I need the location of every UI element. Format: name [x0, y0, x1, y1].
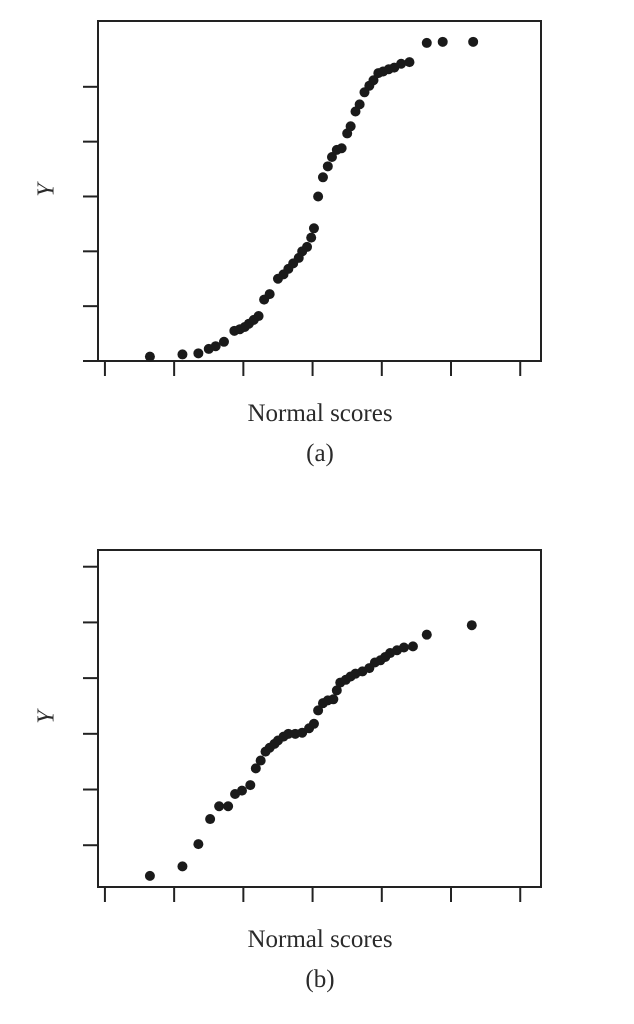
data-point-b-24	[328, 694, 339, 705]
data-point-b-37	[398, 642, 409, 653]
y-ticks-a	[83, 85, 98, 362]
data-point-a-5	[218, 336, 229, 347]
data-point-a-21	[306, 232, 317, 243]
scatter-points-b	[144, 620, 477, 881]
data-point-a-42	[421, 37, 432, 48]
data-point-a-43	[437, 36, 448, 47]
x-ticks-b	[103, 887, 522, 902]
data-point-a-35	[368, 75, 379, 86]
panel-label-b: (b)	[305, 966, 334, 993]
data-point-b-10	[255, 755, 266, 766]
data-point-b-20	[308, 718, 319, 729]
data-point-b-7	[236, 785, 247, 796]
data-point-b-21	[313, 705, 324, 716]
data-point-b-38	[407, 641, 418, 652]
data-point-a-4	[210, 341, 221, 352]
data-point-a-30	[345, 121, 356, 132]
data-point-a-28	[336, 143, 347, 154]
x-axis-label-b: Normal scores	[247, 926, 392, 953]
data-point-a-0	[144, 351, 155, 362]
data-point-a-20	[302, 241, 313, 252]
data-point-b-16	[283, 728, 294, 739]
data-point-a-11	[253, 311, 264, 322]
data-point-a-32	[354, 99, 365, 110]
data-point-a-1	[177, 349, 188, 360]
y-ticks-b	[83, 565, 98, 847]
data-point-a-22	[308, 223, 319, 234]
data-point-a-24	[317, 172, 328, 183]
x-ticks-a	[103, 361, 522, 376]
data-point-b-1	[177, 861, 188, 872]
y-axis-label-b: Y	[34, 708, 60, 724]
plot-frame-b	[97, 549, 542, 888]
y-axis-label-a: Y	[34, 181, 60, 197]
data-point-b-3	[205, 814, 216, 825]
data-point-b-40	[466, 620, 477, 631]
data-point-a-25	[322, 161, 333, 172]
data-point-a-40	[396, 58, 407, 69]
panel-label-a: (a)	[306, 440, 334, 467]
data-point-b-9	[250, 763, 261, 774]
data-point-a-44	[468, 36, 479, 47]
data-point-a-23	[313, 191, 324, 202]
scatter-points-a	[144, 36, 479, 362]
plot-frame-a	[97, 20, 542, 362]
data-point-b-4	[214, 801, 225, 812]
data-point-b-8	[245, 780, 256, 791]
data-point-b-25	[331, 685, 342, 696]
data-point-a-26	[326, 152, 337, 162]
data-point-a-13	[264, 289, 275, 300]
data-point-b-39	[421, 629, 432, 640]
data-point-a-41	[404, 57, 415, 68]
data-point-b-2	[193, 839, 204, 850]
data-point-b-5	[223, 801, 234, 812]
data-point-a-2	[193, 348, 204, 359]
panel-b: Y Normal scores (b)	[34, 549, 542, 993]
panel-a: Y Normal scores (a)	[34, 20, 542, 467]
x-axis-label-a: Normal scores	[247, 400, 392, 427]
data-point-b-0	[144, 870, 155, 881]
